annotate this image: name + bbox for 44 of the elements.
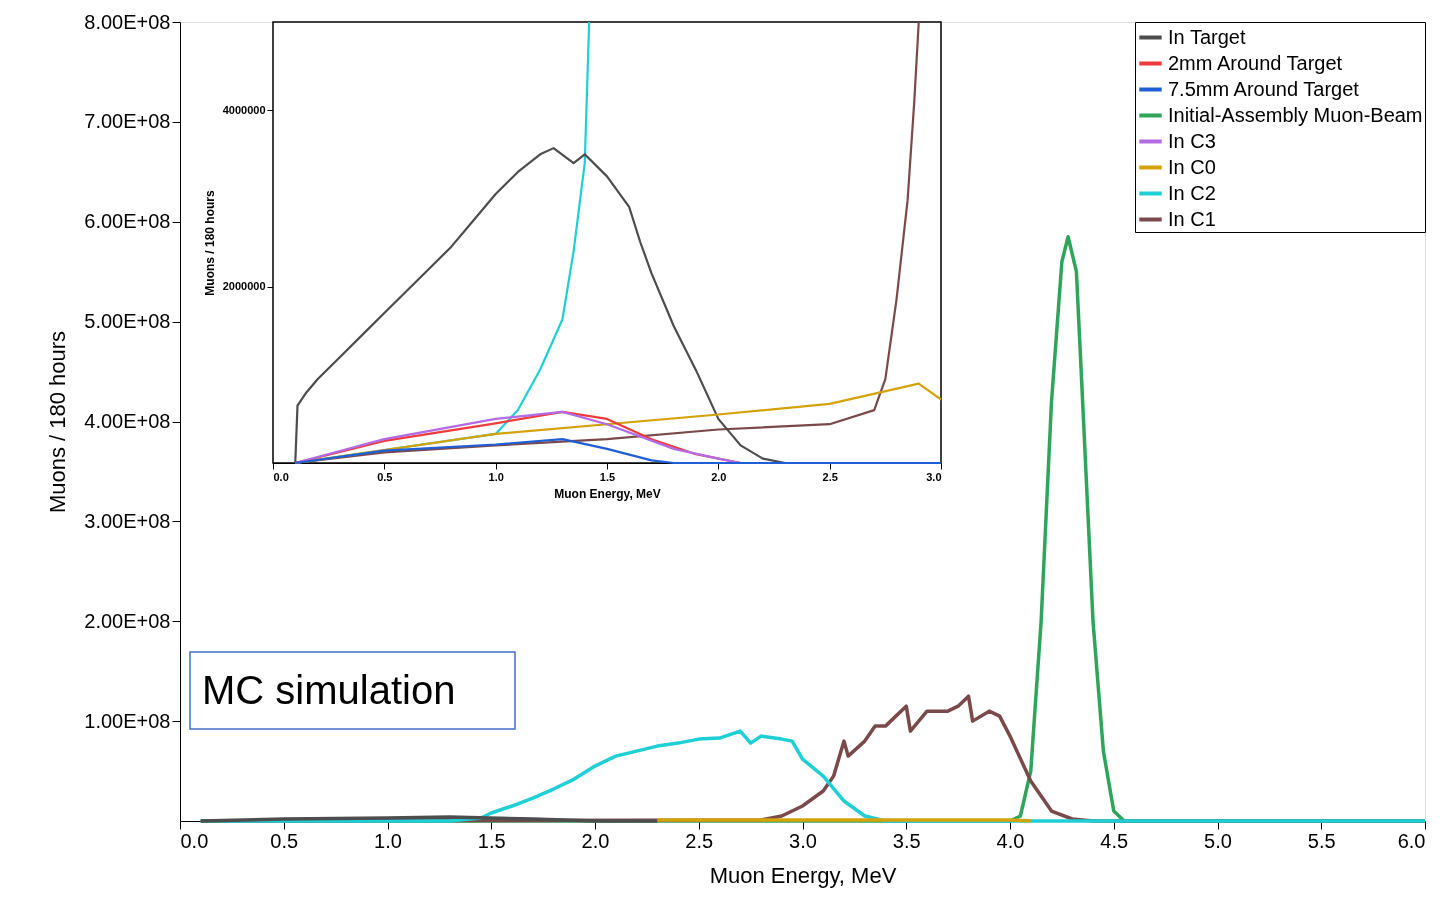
x-tick-label: 2.5 <box>822 470 838 483</box>
y-axis-title: Muons / 180 hours <box>45 330 71 514</box>
x-tick-label: 3.5 <box>892 829 921 852</box>
x-tick-label: 6.0 <box>1397 829 1426 852</box>
x-tick-label: 0.0 <box>273 470 289 483</box>
legend-label: In C1 <box>1168 207 1216 230</box>
x-tick-label: 5.0 <box>1204 829 1232 852</box>
y-tick-label: 5.00E+08 <box>84 310 171 333</box>
y-tick-label: 1.00E+08 <box>84 709 171 732</box>
x-tick-label: 3.0 <box>926 470 942 483</box>
y-tick-label: 8.00E+08 <box>84 10 171 33</box>
legend-label: 7.5mm Around Target <box>1168 77 1360 100</box>
y-tick-label: 2.00E+08 <box>84 609 171 632</box>
annotation: MC simulation <box>202 668 456 712</box>
x-tick-label: 0.5 <box>377 470 393 483</box>
legend-label: In C2 <box>1168 181 1216 204</box>
x-tick-label: 2.5 <box>685 829 714 852</box>
x-tick-label: 2.0 <box>581 829 610 852</box>
y-tick-label: 2000000 <box>222 280 266 293</box>
y-tick-label: 4.00E+08 <box>84 410 171 432</box>
legend-label: Initial-Assembly Muon-Beam <box>1168 103 1423 126</box>
y-tick-label: 6.00E+08 <box>84 210 171 233</box>
x-tick-label: 1.5 <box>599 470 616 483</box>
x-tick-label: 2.0 <box>711 470 727 483</box>
legend-label: In C3 <box>1168 129 1216 152</box>
x-axis-title: Muon Energy, MeV <box>709 862 897 888</box>
x-tick-label: 1.0 <box>488 470 504 483</box>
x-tick-label: 3.0 <box>789 829 817 852</box>
x-tick-label: 4.5 <box>1100 829 1129 852</box>
x-axis-title: Muon Energy, MeV <box>554 486 661 501</box>
x-tick-label: 0.5 <box>270 829 299 852</box>
y-tick-label: 4000000 <box>222 103 266 116</box>
x-tick-label: 4.0 <box>996 829 1025 852</box>
x-tick-label: 5.5 <box>1307 829 1336 852</box>
line-series <box>294 438 943 465</box>
y-tick-label: 7.00E+08 <box>84 110 171 133</box>
x-tick-label: 1.5 <box>477 829 506 852</box>
legend-label: 2mm Around Target <box>1168 51 1343 74</box>
y-tick-label: 3.00E+08 <box>84 509 171 532</box>
x-tick-label: 1.0 <box>374 829 402 852</box>
legend-label: In C0 <box>1168 155 1216 178</box>
x-tick-label: 0.0 <box>180 829 209 852</box>
y-axis-title: Muons / 180 hours <box>202 190 217 296</box>
legend-label: In Target <box>1168 25 1246 48</box>
